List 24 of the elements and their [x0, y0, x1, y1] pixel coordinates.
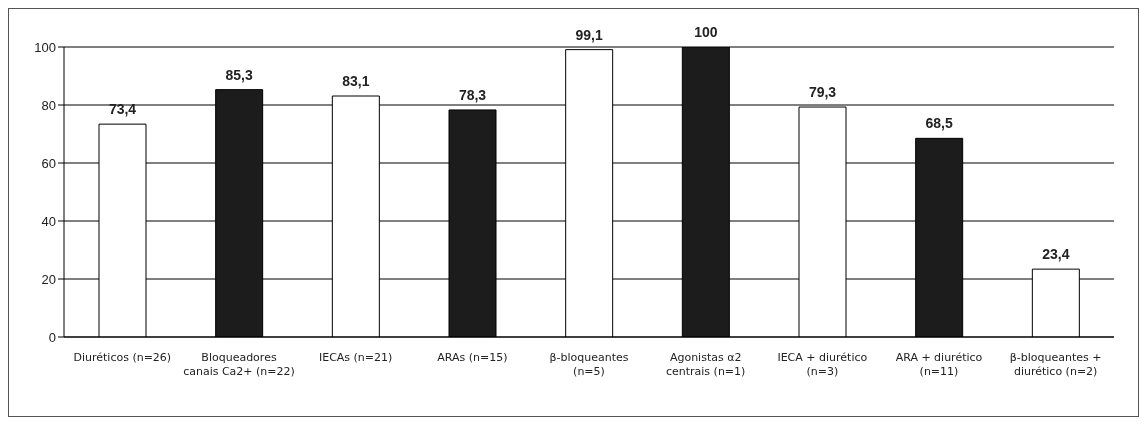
- data-label: 78,3: [458, 86, 487, 103]
- x-tick-label: IECA + diurético (n=3): [777, 351, 868, 378]
- y-tick-label: 40: [41, 213, 56, 229]
- data-label: 100: [694, 24, 718, 40]
- x-tick-label: Agonistas α2 centrais (n=1): [665, 351, 746, 378]
- y-tick-label: 20: [41, 271, 56, 287]
- x-tick-label: β-bloqueantes (n=5): [549, 351, 629, 378]
- x-tick-label: ARAs (n=15): [437, 351, 508, 364]
- x-tick-label: Bloqueadores canais Ca2+ (n=22): [183, 351, 295, 378]
- x-tick-label: β-bloqueantes + diurético (n=2): [1009, 351, 1102, 378]
- data-label: 85,3: [225, 66, 253, 83]
- y-tick-label: 100: [34, 39, 56, 55]
- data-label: 79,3: [808, 84, 837, 101]
- x-tick-label: ARA + diurético (n=11): [895, 351, 983, 378]
- x-tick-label: Diuréticos (n=26): [73, 351, 172, 364]
- data-label: 83,1: [342, 73, 370, 90]
- x-tick-label: IECAs (n=21): [318, 351, 393, 364]
- y-tick-label: 80: [41, 97, 56, 113]
- data-label: 99,1: [575, 26, 603, 43]
- y-tick-label: 0: [48, 329, 56, 345]
- data-label: 73,4: [108, 101, 137, 118]
- data-label: 23,4: [1042, 246, 1070, 263]
- data-label: 68,5: [925, 115, 953, 132]
- y-tick-label: 60: [41, 155, 56, 171]
